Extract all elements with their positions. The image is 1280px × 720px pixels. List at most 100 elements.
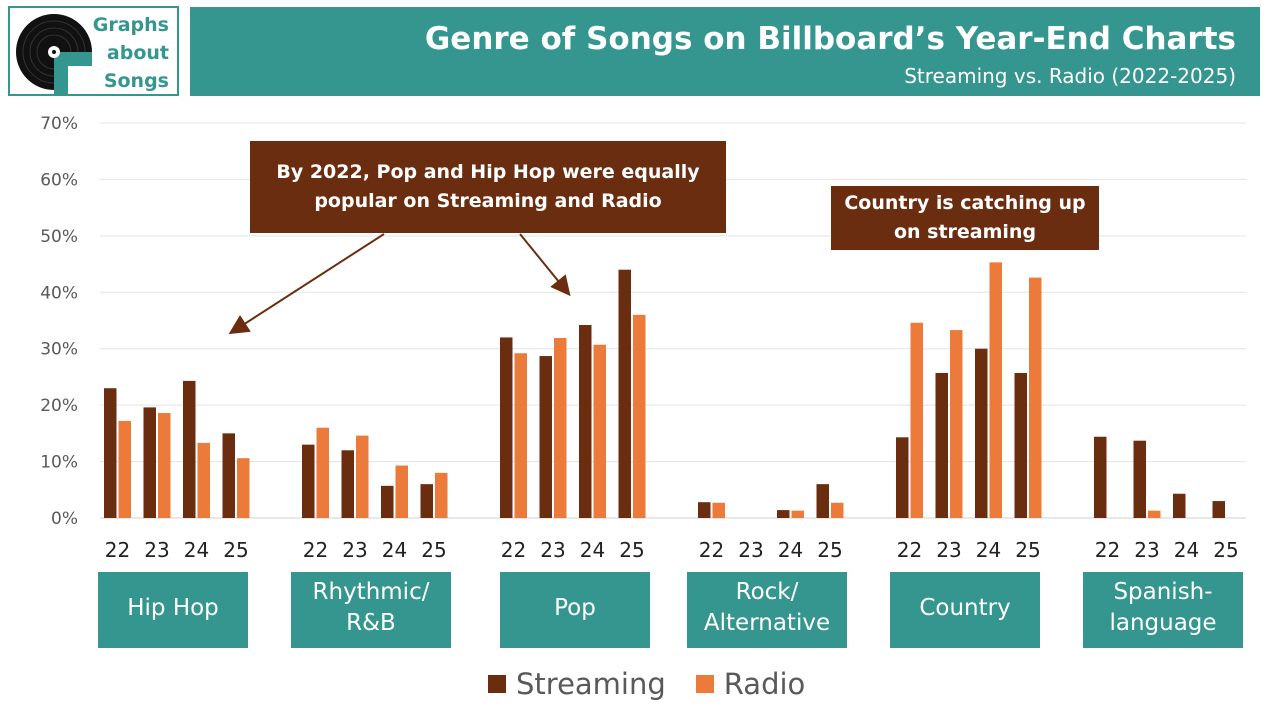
bar-streaming	[896, 437, 909, 518]
bar-radio	[712, 502, 725, 518]
bar-streaming	[1133, 440, 1146, 518]
legend: Streaming Radio	[488, 664, 835, 704]
legend-swatch	[488, 675, 506, 693]
bar-radio	[435, 472, 448, 518]
bar-streaming	[183, 380, 196, 518]
category-label: Rhythmic/ R&B	[291, 572, 451, 648]
bar-radio	[593, 344, 606, 518]
bar-streaming	[1212, 501, 1225, 518]
bar-radio	[554, 337, 567, 518]
x-tick-label: 22	[1095, 538, 1120, 562]
y-tick-label: 30%	[40, 340, 78, 360]
category-label: Pop	[500, 572, 650, 648]
x-tick-label: 24	[778, 538, 803, 562]
legend-swatch	[695, 675, 714, 693]
bar-streaming	[777, 510, 790, 518]
x-tick-label: 23	[342, 538, 367, 562]
bar-radio	[1148, 510, 1161, 518]
x-tick-label: 23	[144, 538, 169, 562]
legend-item: Radio	[695, 667, 806, 701]
bar-radio	[237, 458, 250, 518]
bar-streaming	[935, 372, 948, 518]
bar-radio	[791, 510, 804, 518]
x-tick-label: 22	[699, 538, 724, 562]
logo-text: Graphs about Songs	[93, 11, 169, 95]
y-tick-label: 50%	[40, 227, 78, 247]
bar-radio	[356, 435, 369, 518]
legend-item: Streaming	[488, 667, 666, 701]
x-tick-label: 24	[1174, 538, 1199, 562]
y-tick-label: 70%	[40, 114, 78, 134]
bar-radio	[158, 413, 171, 518]
x-tick-label: 23	[540, 538, 565, 562]
bar-streaming	[104, 388, 117, 518]
category-label: Hip Hop	[98, 572, 248, 648]
y-tick-label: 60%	[40, 170, 78, 190]
x-tick-label: 24	[976, 538, 1001, 562]
chart-title: Genre of Songs on Billboard’s Year-End C…	[424, 21, 1236, 57]
bar-radio	[197, 442, 210, 518]
bar-streaming	[698, 502, 711, 518]
logo-text-line: Songs	[103, 70, 169, 92]
category-label-text: Spanish- language	[1109, 579, 1217, 636]
annotation-arrow	[519, 233, 571, 297]
bar-radio	[395, 465, 408, 518]
x-tick-label: 23	[738, 538, 763, 562]
category-label: Country	[890, 572, 1040, 648]
annotation-pop-hiphop-text: By 2022, Pop and Hip Hop were equally po…	[276, 161, 700, 212]
x-tick-label: 24	[382, 538, 407, 562]
bar-radio	[910, 322, 923, 518]
bar-radio	[633, 314, 646, 518]
legend-label: Streaming	[516, 667, 666, 701]
x-tick-label: 24	[580, 538, 605, 562]
category-label-text: Rhythmic/ R&B	[312, 579, 430, 636]
bar-radio	[514, 353, 527, 518]
category-label-text: Rock/ Alternative	[703, 579, 831, 636]
bar-streaming	[816, 484, 829, 518]
category-label: Rock/ Alternative	[687, 572, 847, 648]
x-tick-label: 23	[1134, 538, 1159, 562]
logo-text-line: about	[106, 42, 169, 64]
y-tick-label: 0%	[51, 509, 78, 529]
bar-streaming	[539, 356, 552, 518]
annotation-pop-hiphop: By 2022, Pop and Hip Hop were equally po…	[250, 141, 726, 233]
bar-streaming	[1173, 493, 1186, 518]
bar-streaming	[1094, 436, 1107, 518]
annotation-country-text: Country is catching up on streaming	[844, 192, 1086, 243]
bar-radio	[831, 502, 844, 518]
bar-streaming	[975, 348, 988, 518]
bar-streaming	[222, 433, 235, 518]
x-tick-label: 22	[303, 538, 328, 562]
bar-radio	[1029, 277, 1042, 518]
bar-radio	[950, 330, 963, 518]
x-tick-label: 23	[936, 538, 961, 562]
bar-streaming	[341, 450, 354, 518]
x-tick-label: 25	[421, 538, 446, 562]
x-tick-label: 24	[184, 538, 209, 562]
legend-label: Radio	[723, 667, 806, 701]
bar-streaming	[579, 325, 592, 518]
bar-streaming	[1014, 372, 1027, 518]
bar-streaming	[618, 269, 631, 518]
bar-streaming	[143, 407, 156, 518]
bar-streaming	[302, 444, 315, 518]
category-label-text: Country	[919, 594, 1011, 621]
x-tick-label: 22	[897, 538, 922, 562]
vinyl-record-icon	[16, 14, 92, 94]
bar-streaming	[381, 485, 394, 518]
bar-streaming	[500, 337, 513, 518]
x-tick-label: 25	[1015, 538, 1040, 562]
x-tick-label: 22	[501, 538, 526, 562]
category-label: Spanish- language	[1083, 572, 1243, 648]
y-tick-label: 40%	[40, 283, 78, 303]
chart-subtitle: Streaming vs. Radio (2022-2025)	[904, 64, 1236, 88]
x-tick-label: 22	[105, 538, 130, 562]
y-tick-label: 20%	[40, 396, 78, 416]
bar-streaming	[420, 484, 433, 518]
y-tick-label: 10%	[40, 453, 78, 473]
bar-radio	[316, 427, 329, 518]
category-label-text: Hip Hop	[127, 594, 219, 621]
x-tick-label: 25	[223, 538, 248, 562]
logo-text-line: Graphs	[92, 14, 169, 36]
